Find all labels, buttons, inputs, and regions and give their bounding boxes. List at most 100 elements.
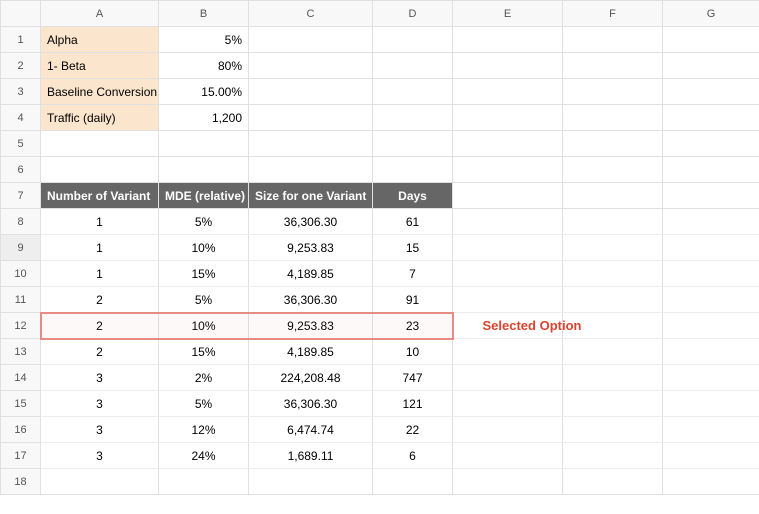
cell-C10[interactable]: 4,189.85 (249, 261, 373, 287)
cell-D8[interactable]: 61 (373, 209, 453, 235)
cell-D2[interactable] (373, 53, 453, 79)
cell-E7[interactable] (453, 183, 563, 209)
row-header[interactable]: 6 (1, 157, 41, 183)
cell-F5[interactable] (563, 131, 663, 157)
cell-F3[interactable] (563, 79, 663, 105)
cell-E11[interactable] (453, 287, 563, 313)
col-header-B[interactable]: B (159, 1, 249, 27)
cell-G1[interactable] (663, 27, 759, 53)
cell-B18[interactable] (159, 469, 249, 495)
cell-C8[interactable]: 36,306.30 (249, 209, 373, 235)
cell-D5[interactable] (373, 131, 453, 157)
cell-G13[interactable] (663, 339, 759, 365)
col-header-C[interactable]: C (249, 1, 373, 27)
row-header[interactable]: 4 (1, 105, 41, 131)
row-header[interactable]: 5 (1, 131, 41, 157)
cell-D11[interactable]: 91 (373, 287, 453, 313)
cell-B11[interactable]: 5% (159, 287, 249, 313)
cell-D1[interactable] (373, 27, 453, 53)
cell-A7[interactable]: Number of Variant (41, 183, 159, 209)
cell-G10[interactable] (663, 261, 759, 287)
cell-F13[interactable] (563, 339, 663, 365)
cell-F7[interactable] (563, 183, 663, 209)
cell-D3[interactable] (373, 79, 453, 105)
cell-F1[interactable] (563, 27, 663, 53)
cell-F11[interactable] (563, 287, 663, 313)
cell-D10[interactable]: 7 (373, 261, 453, 287)
cell-A9[interactable]: 1 (41, 235, 159, 261)
cell-G14[interactable] (663, 365, 759, 391)
cell-D12[interactable]: 23 (373, 313, 453, 339)
cell-F4[interactable] (563, 105, 663, 131)
cell-C11[interactable]: 36,306.30 (249, 287, 373, 313)
cell-G16[interactable] (663, 417, 759, 443)
cell-A4[interactable]: Traffic (daily) (41, 105, 159, 131)
cell-G6[interactable] (663, 157, 759, 183)
cell-D14[interactable]: 747 (373, 365, 453, 391)
cell-G17[interactable] (663, 443, 759, 469)
row-header[interactable]: 2 (1, 53, 41, 79)
cell-E6[interactable] (453, 157, 563, 183)
cell-A18[interactable] (41, 469, 159, 495)
cell-D15[interactable]: 121 (373, 391, 453, 417)
cell-A3[interactable]: Baseline Conversion (41, 79, 159, 105)
cell-D7[interactable]: Days (373, 183, 453, 209)
cell-C12[interactable]: 9,253.83 (249, 313, 373, 339)
cell-C5[interactable] (249, 131, 373, 157)
cell-E12[interactable] (453, 313, 563, 339)
row-header[interactable]: 8 (1, 209, 41, 235)
cell-G11[interactable] (663, 287, 759, 313)
cell-A15[interactable]: 3 (41, 391, 159, 417)
cell-E17[interactable] (453, 443, 563, 469)
cell-D6[interactable] (373, 157, 453, 183)
cell-G15[interactable] (663, 391, 759, 417)
cell-E10[interactable] (453, 261, 563, 287)
row-header[interactable]: 17 (1, 443, 41, 469)
cell-G3[interactable] (663, 79, 759, 105)
cell-B14[interactable]: 2% (159, 365, 249, 391)
cell-A6[interactable] (41, 157, 159, 183)
col-header-A[interactable]: A (41, 1, 159, 27)
cell-B16[interactable]: 12% (159, 417, 249, 443)
row-header[interactable]: 14 (1, 365, 41, 391)
cell-G2[interactable] (663, 53, 759, 79)
cell-C15[interactable]: 36,306.30 (249, 391, 373, 417)
cell-D18[interactable] (373, 469, 453, 495)
cell-C2[interactable] (249, 53, 373, 79)
cell-B13[interactable]: 15% (159, 339, 249, 365)
cell-C14[interactable]: 224,208.48 (249, 365, 373, 391)
cell-G8[interactable] (663, 209, 759, 235)
cell-C16[interactable]: 6,474.74 (249, 417, 373, 443)
cell-E2[interactable] (453, 53, 563, 79)
cell-G7[interactable] (663, 183, 759, 209)
row-header[interactable]: 18 (1, 469, 41, 495)
cell-B2[interactable]: 80% (159, 53, 249, 79)
cell-A1[interactable]: Alpha (41, 27, 159, 53)
cell-B15[interactable]: 5% (159, 391, 249, 417)
cell-A11[interactable]: 2 (41, 287, 159, 313)
cell-A5[interactable] (41, 131, 159, 157)
cell-E3[interactable] (453, 79, 563, 105)
cell-E13[interactable] (453, 339, 563, 365)
cell-F15[interactable] (563, 391, 663, 417)
cell-B9[interactable]: 10% (159, 235, 249, 261)
col-header-D[interactable]: D (373, 1, 453, 27)
cell-D16[interactable]: 22 (373, 417, 453, 443)
cell-E14[interactable] (453, 365, 563, 391)
cell-A8[interactable]: 1 (41, 209, 159, 235)
cell-G9[interactable] (663, 235, 759, 261)
cell-E18[interactable] (453, 469, 563, 495)
cell-E4[interactable] (453, 105, 563, 131)
cell-A14[interactable]: 3 (41, 365, 159, 391)
cell-G4[interactable] (663, 105, 759, 131)
cell-A2[interactable]: 1- Beta (41, 53, 159, 79)
cell-D9[interactable]: 15 (373, 235, 453, 261)
cell-F16[interactable] (563, 417, 663, 443)
cell-G18[interactable] (663, 469, 759, 495)
cell-B10[interactable]: 15% (159, 261, 249, 287)
cell-B7[interactable]: MDE (relative) (159, 183, 249, 209)
row-header[interactable]: 15 (1, 391, 41, 417)
cell-E16[interactable] (453, 417, 563, 443)
cell-C17[interactable]: 1,689.11 (249, 443, 373, 469)
cell-C1[interactable] (249, 27, 373, 53)
